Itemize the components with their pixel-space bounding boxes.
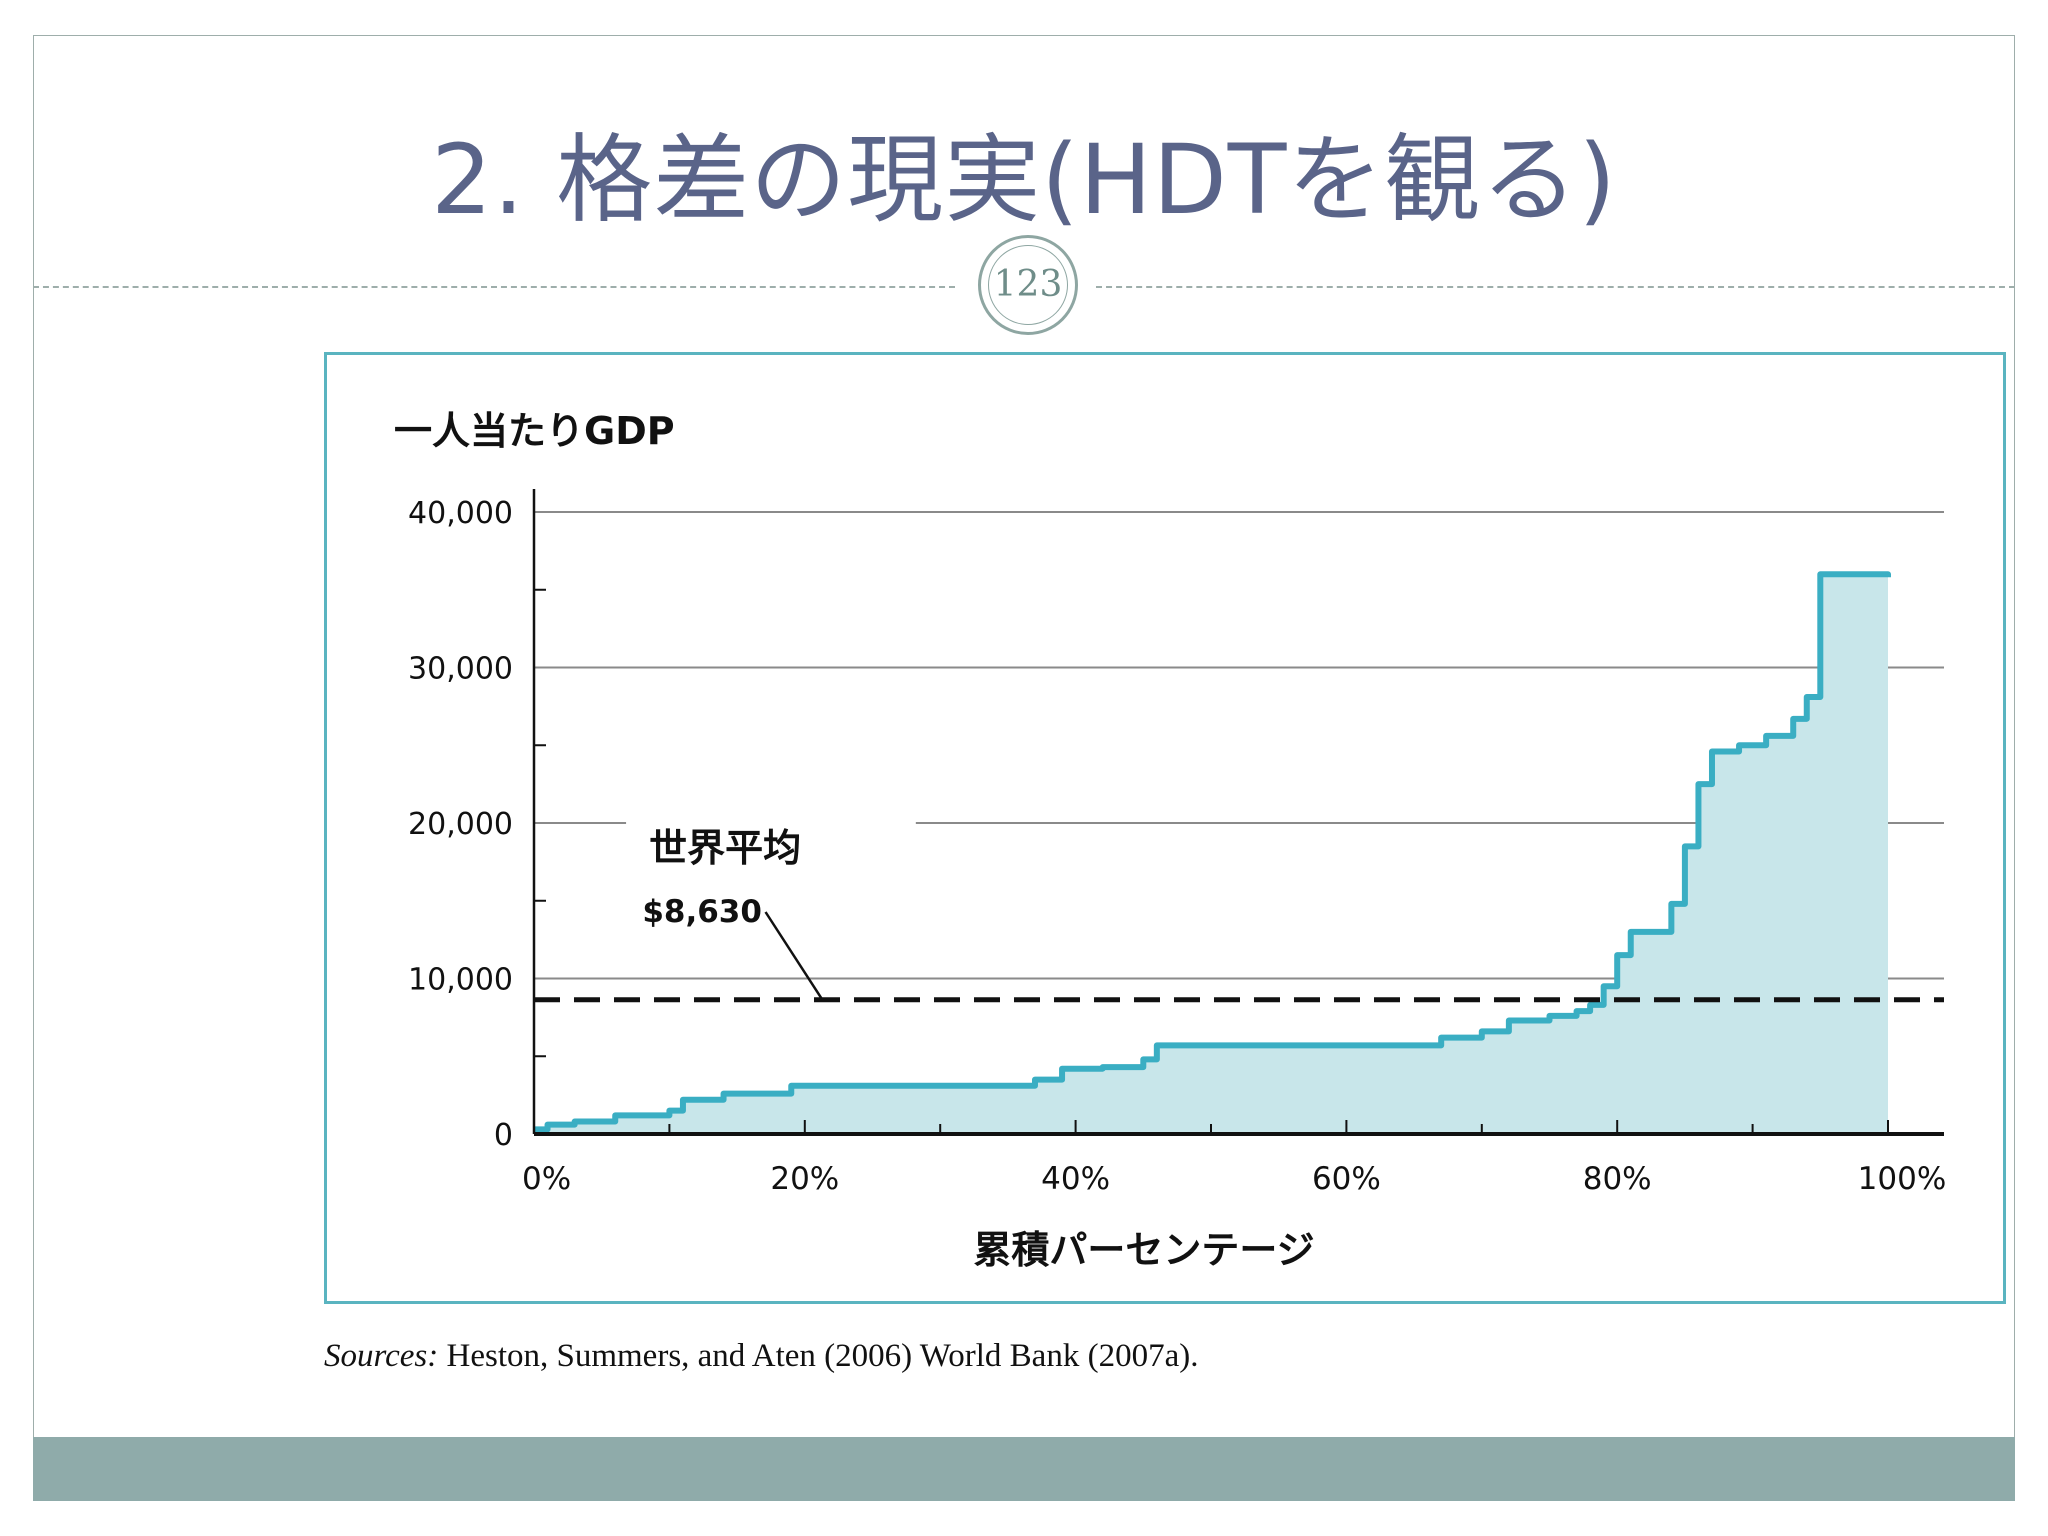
x-tick-label: 60% [1312,1161,1381,1197]
y-axis-label: 一人当たりGDP [394,409,675,453]
title-divider-left [33,286,955,288]
reference-label: 世界平均 [649,826,801,870]
x-tick-label: 80% [1583,1161,1652,1197]
x-axis-label: 累積パーセンテージ [973,1228,1314,1272]
chart-svg: 世界平均 $8,630 0 10,000 20,000 30,000 40,000 0% 20%… [327,355,2003,1301]
y-tick-label: 0 [494,1118,513,1153]
title-divider-right [1096,286,2015,288]
page-number: 123 [988,245,1068,325]
chart-container: 世界平均 $8,630 0 10,000 20,000 30,000 40,000 0% 20%… [324,352,2006,1304]
x-tick-label: 40% [1041,1161,1110,1197]
x-tick-label: 0% [522,1161,571,1197]
slide-title: 2. 格差の現実(HDTを観る) [0,102,2048,241]
reference-leader [766,912,823,1000]
x-tick-label: 20% [770,1161,839,1197]
y-tick-label: 20,000 [408,807,513,842]
y-tick-label: 40,000 [408,496,513,531]
source-note: Sources: Heston, Summers, and Aten (2006… [324,1338,1198,1375]
source-label: Sources: [324,1338,438,1374]
page-number-badge: 123 [978,235,1078,335]
reference-value-label: $8,630 [642,894,762,930]
x-tick-label: 100% [1858,1161,1947,1197]
source-text: Heston, Summers, and Aten (2006) World B… [447,1338,1199,1374]
y-tick-label: 10,000 [408,963,513,998]
footer-bar [33,1437,2015,1501]
y-tick-label: 30,000 [408,652,513,687]
